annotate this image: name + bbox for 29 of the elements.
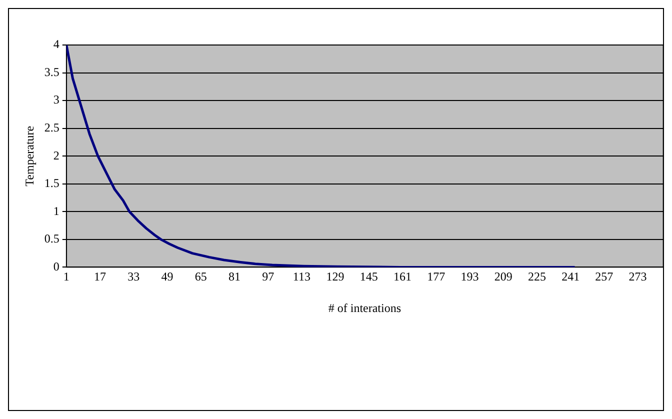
x-tick-label: 257 bbox=[595, 270, 614, 284]
y-axis-title: Temperature bbox=[22, 126, 36, 186]
y-tick-label: 4 bbox=[53, 37, 60, 52]
x-tick-label: 17 bbox=[94, 270, 106, 284]
x-tick-label: 49 bbox=[161, 270, 174, 284]
y-tick-label: 1.5 bbox=[44, 176, 60, 190]
x-tick-label: 161 bbox=[394, 270, 412, 284]
x-tick-label: 241 bbox=[562, 270, 580, 284]
x-tick-label: 193 bbox=[460, 270, 479, 284]
y-tick-label: 1 bbox=[53, 204, 60, 218]
y-tick-label: 2.5 bbox=[44, 120, 60, 134]
x-tick-label: 113 bbox=[292, 270, 310, 284]
y-tick-label: 3.5 bbox=[44, 64, 60, 79]
y-tick-label: 3 bbox=[53, 92, 60, 107]
x-tick-label: 225 bbox=[528, 270, 546, 284]
x-tick-label: 1 bbox=[63, 270, 70, 284]
x-tick-label: 145 bbox=[360, 270, 378, 284]
x-tick-label: 273 bbox=[628, 270, 647, 284]
x-tick-label: 81 bbox=[228, 270, 240, 284]
y-tick-label: 0 bbox=[53, 259, 60, 274]
x-tick-label: 97 bbox=[262, 270, 274, 284]
x-tick-label: 129 bbox=[326, 270, 344, 284]
x-tick-label: 209 bbox=[494, 270, 512, 284]
x-tick-label: 65 bbox=[194, 270, 207, 284]
x-tick-label: 33 bbox=[128, 270, 140, 284]
x-axis-title: # of interations bbox=[328, 300, 402, 315]
x-tick-label: 177 bbox=[427, 270, 446, 284]
y-tick-label: 0.5 bbox=[44, 232, 60, 246]
y-tick-label: 2 bbox=[53, 148, 60, 162]
